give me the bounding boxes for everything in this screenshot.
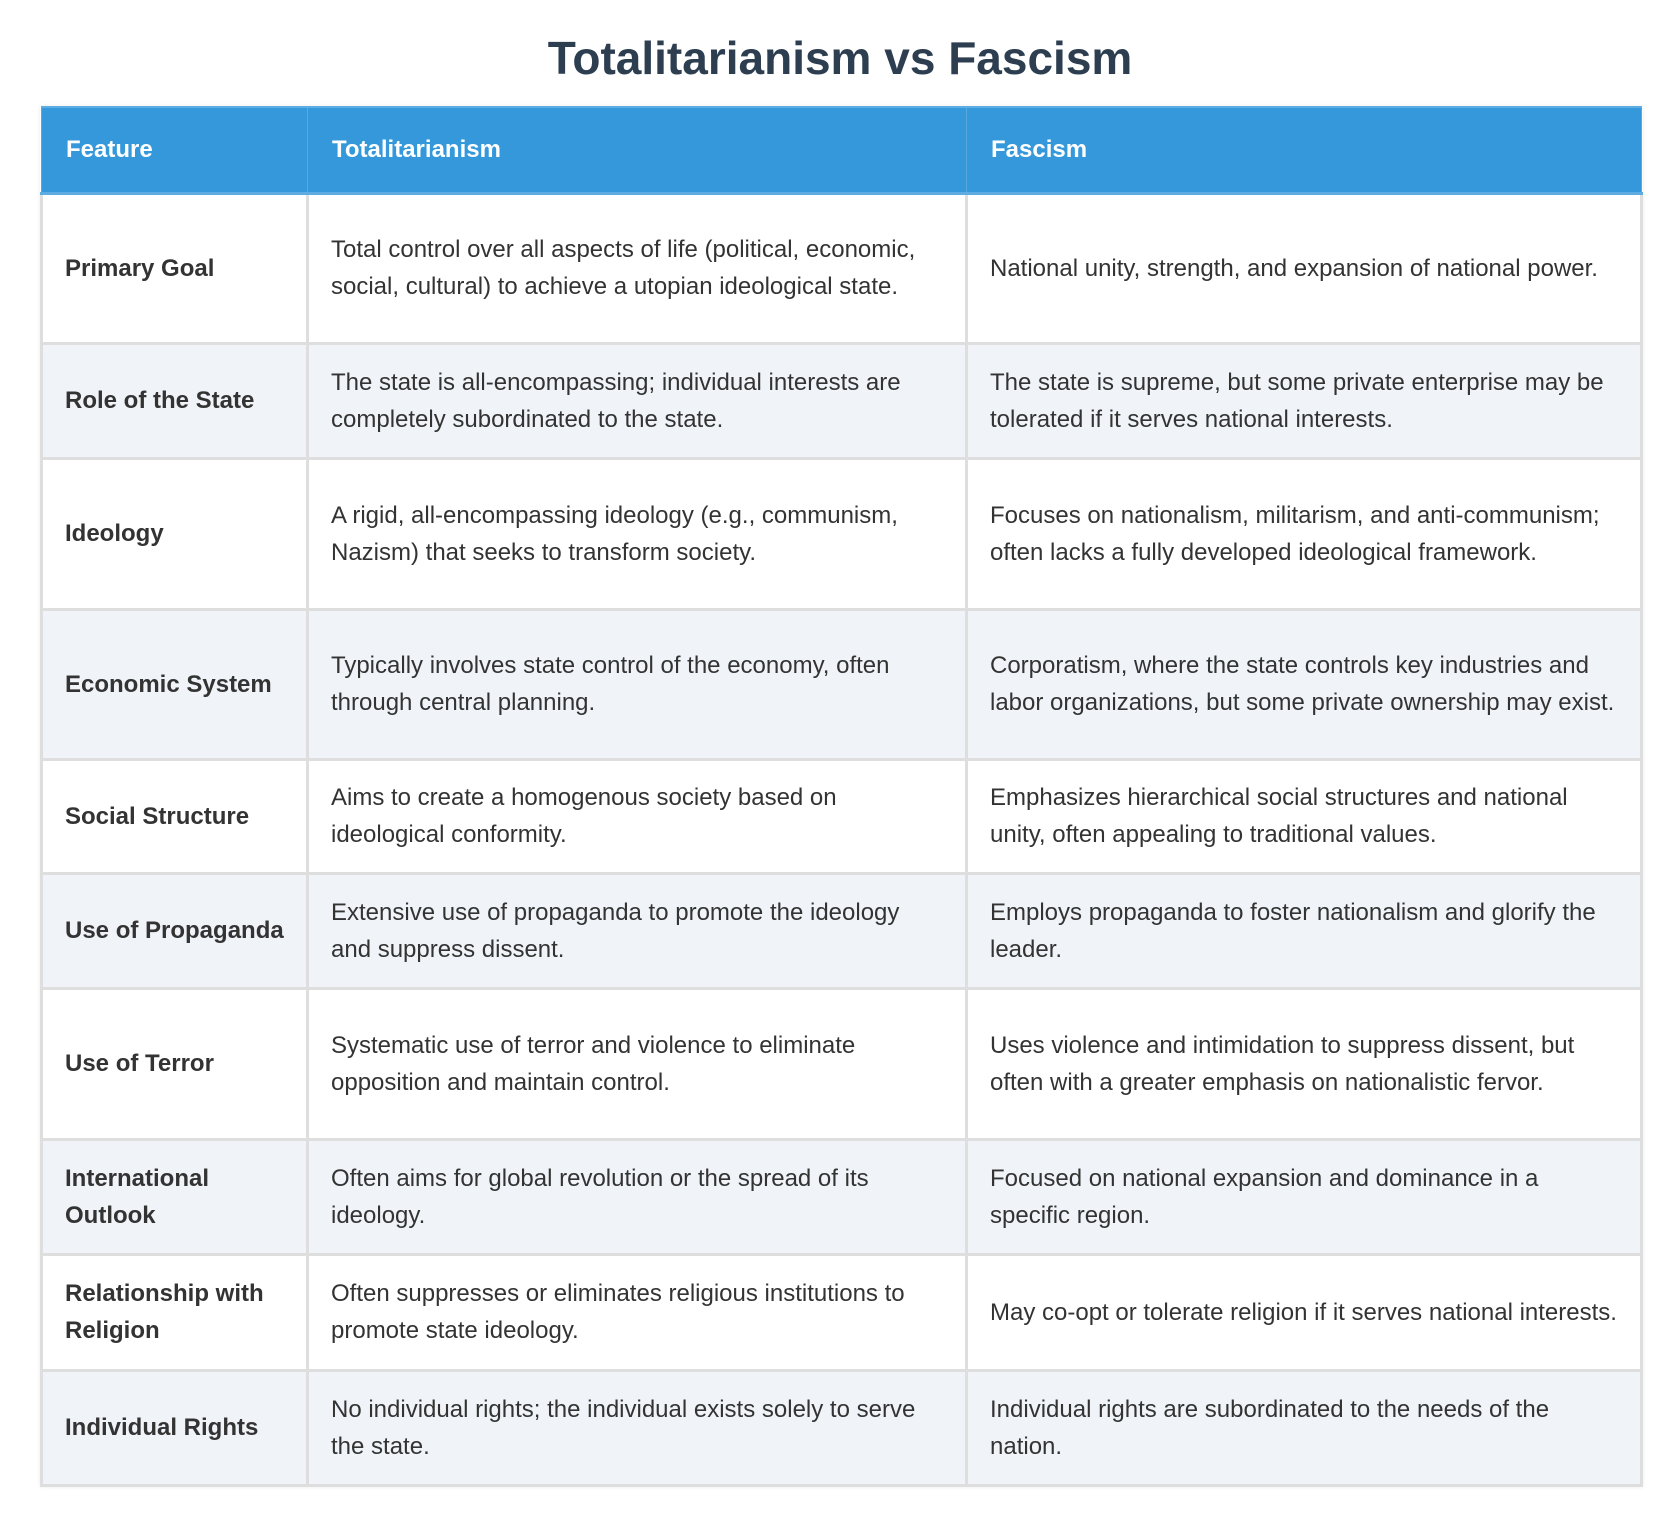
table-row: Economic System Typically involves state… xyxy=(40,607,1643,761)
fascism-cell: National unity, strength, and expansion … xyxy=(965,191,1643,345)
feature-cell: Ideology xyxy=(40,456,309,611)
fascism-cell: Individual rights are subordinated to th… xyxy=(965,1368,1643,1487)
feature-cell: International Outlook xyxy=(40,1137,309,1256)
totalitarianism-cell: Typically involves state control of the … xyxy=(306,607,968,761)
header-fascism: Fascism xyxy=(966,106,1642,195)
fascism-cell: Corporatism, where the state controls ke… xyxy=(965,607,1643,761)
fascism-cell: Focuses on nationalism, militarism, and … xyxy=(965,456,1643,611)
totalitarianism-cell: The state is all-encompassing; individua… xyxy=(306,341,968,460)
feature-cell: Role of the State xyxy=(40,341,309,460)
feature-cell: Primary Goal xyxy=(40,191,309,345)
fascism-cell: Employs propaganda to foster nationalism… xyxy=(965,871,1643,990)
table-row: Role of the State The state is all-encom… xyxy=(40,341,1643,460)
totalitarianism-cell: A rigid, all-encompassing ideology (e.g.… xyxy=(306,456,968,611)
table-body: Primary Goal Total control over all aspe… xyxy=(40,191,1643,1487)
table-row: Primary Goal Total control over all aspe… xyxy=(40,191,1643,345)
feature-cell: Use of Terror xyxy=(40,986,309,1141)
totalitarianism-cell: Often aims for global revolution or the … xyxy=(306,1137,968,1256)
table-row: International Outlook Often aims for glo… xyxy=(40,1137,1643,1256)
feature-cell: Economic System xyxy=(40,607,309,761)
table-row: Use of Propaganda Extensive use of propa… xyxy=(40,871,1643,990)
feature-cell: Social Structure xyxy=(40,757,309,875)
totalitarianism-cell: Often suppresses or eliminates religious… xyxy=(306,1252,968,1372)
header-feature: Feature xyxy=(41,106,308,195)
totalitarianism-cell: Aims to create a homogenous society base… xyxy=(306,757,968,875)
totalitarianism-cell: No individual rights; the individual exi… xyxy=(306,1368,968,1487)
fascism-cell: The state is supreme, but some private e… xyxy=(965,341,1643,460)
fascism-cell: Uses violence and intimidation to suppre… xyxy=(965,986,1643,1141)
totalitarianism-cell: Systematic use of terror and violence to… xyxy=(306,986,968,1141)
totalitarianism-cell: Extensive use of propaganda to promote t… xyxy=(306,871,968,990)
comparison-table: Feature Totalitarianism Fascism Primary … xyxy=(40,106,1643,1487)
table-row: Ideology A rigid, all-encompassing ideol… xyxy=(40,456,1643,611)
fascism-cell: Emphasizes hierarchical social structure… xyxy=(965,757,1643,875)
fascism-cell: May co-opt or tolerate religion if it se… xyxy=(965,1252,1643,1372)
feature-cell: Individual Rights xyxy=(40,1368,309,1487)
totalitarianism-cell: Total control over all aspects of life (… xyxy=(306,191,968,345)
table-row: Relationship with Religion Often suppres… xyxy=(40,1252,1643,1372)
table-header: Feature Totalitarianism Fascism xyxy=(41,106,1642,195)
table-row: Social Structure Aims to create a homoge… xyxy=(40,757,1643,875)
fascism-cell: Focused on national expansion and domina… xyxy=(965,1137,1643,1256)
page-title: Totalitarianism vs Fascism xyxy=(547,32,1133,84)
feature-cell: Relationship with Religion xyxy=(40,1252,309,1372)
table-row: Use of Terror Systematic use of terror a… xyxy=(40,986,1643,1141)
header-row: Feature Totalitarianism Fascism xyxy=(41,106,1642,195)
table-row: Individual Rights No individual rights; … xyxy=(40,1368,1643,1487)
header-totalitarianism: Totalitarianism xyxy=(307,106,967,195)
feature-cell: Use of Propaganda xyxy=(40,871,309,990)
